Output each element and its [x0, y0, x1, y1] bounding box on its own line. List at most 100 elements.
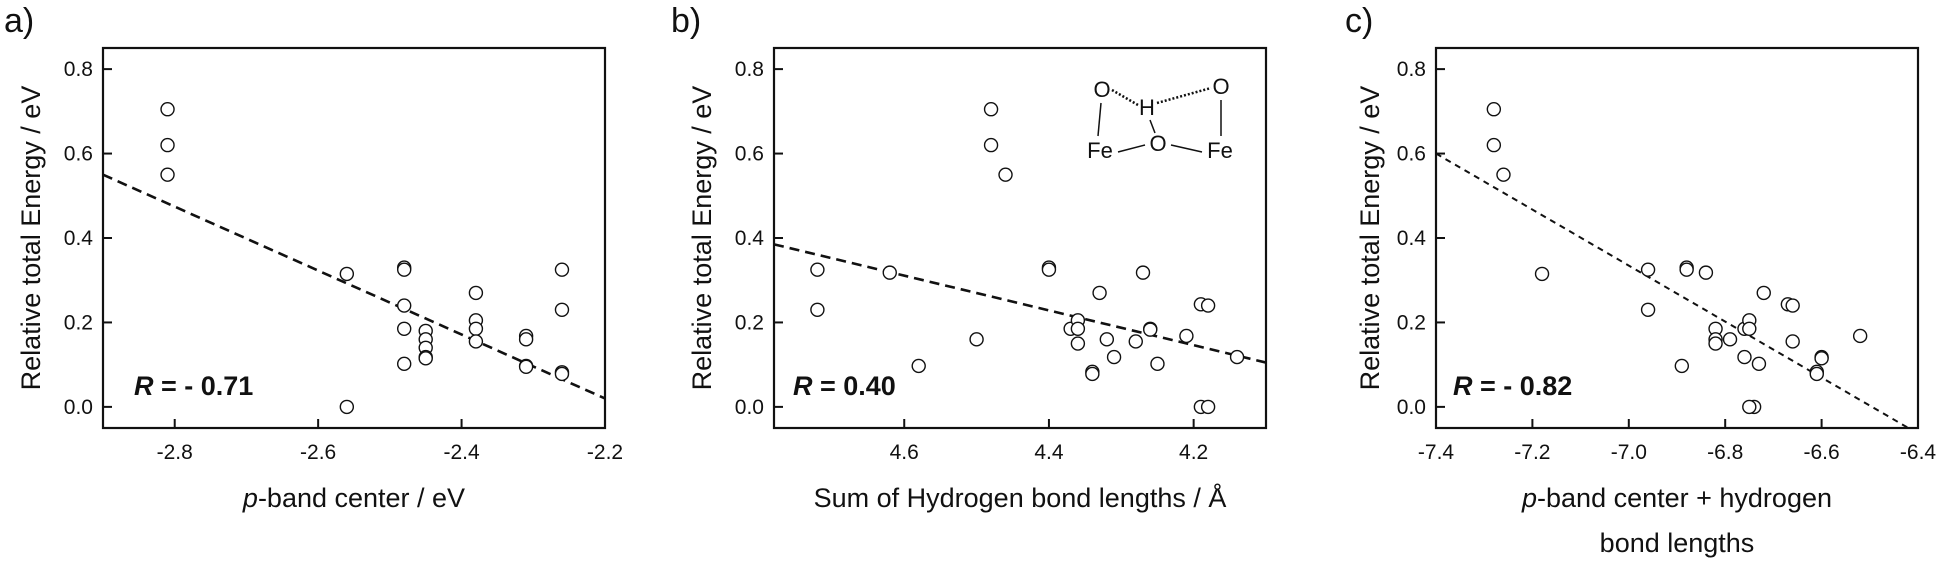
data-point [160, 167, 175, 182]
x-axis-title: p-band center + hydrogen [1521, 483, 1832, 513]
data-point [1099, 332, 1115, 347]
y-tick-label: 0.0 [1397, 396, 1426, 419]
data-point [1200, 298, 1216, 313]
data-point [1785, 334, 1800, 349]
data-point [998, 167, 1013, 182]
y-tick-label: 0.6 [1397, 143, 1426, 166]
y-axis-title: Relative total Energy / eV [687, 86, 717, 391]
data-point [1092, 285, 1107, 301]
x-tick-label: 4.2 [1179, 441, 1208, 464]
y-tick-label: 0.8 [735, 58, 764, 81]
inset-fe-right: Fe [1207, 138, 1233, 163]
data-point [1070, 336, 1086, 351]
data-point [1486, 137, 1502, 153]
data-point [1070, 321, 1086, 336]
data-point [160, 102, 175, 117]
x-tick-label: -7.2 [1514, 441, 1550, 464]
bond-h-o [1149, 119, 1156, 134]
x-tick-label: 4.6 [890, 441, 919, 464]
data-point [1143, 322, 1158, 337]
data-point [1742, 399, 1757, 415]
data-point [1708, 336, 1723, 351]
y-tick-label: 0.0 [735, 396, 764, 419]
data-point [397, 321, 412, 336]
data-point [1640, 262, 1656, 277]
fit-line [773, 243, 1267, 364]
inset-fe-left: Fe [1087, 138, 1113, 163]
hbond-left [1111, 88, 1139, 107]
data-point [1674, 358, 1690, 374]
data-point [1756, 285, 1771, 301]
x-tick-label: -6.8 [1707, 441, 1743, 464]
data-point [810, 262, 825, 277]
x-tick-label: -2.2 [587, 441, 623, 464]
data-point [554, 302, 570, 317]
data-point [1698, 265, 1714, 280]
panel-label: a) [4, 2, 34, 40]
data-point [339, 266, 355, 282]
panel-label: c) [1345, 2, 1373, 40]
data-point [1106, 349, 1122, 365]
y-tick-label: 0.2 [64, 311, 93, 334]
data-point [1496, 167, 1511, 182]
data-point [554, 366, 570, 382]
x-tick-label: -7.0 [1611, 441, 1647, 464]
panel-2: b) 0.0 0.2 0.4 0.6 0.8 4.6 4.4 4.2 Relative total… [671, 2, 1268, 513]
correlation-label: R = - 0.71 [134, 371, 253, 401]
data-point [468, 285, 484, 301]
panel-label: b) [671, 2, 701, 40]
panel-1: a) 0.0 0.2 0.4 0.6 0.8 -2.8 -2.6 -2.4 -2.2 Relativ… [4, 2, 623, 513]
data-point [1085, 366, 1100, 382]
data-point [1679, 262, 1694, 277]
data-point [397, 356, 412, 372]
data-point [1179, 328, 1194, 344]
data-point [1814, 351, 1829, 366]
x-axis-title: Sum of Hydrogen bond lengths / Å [814, 482, 1227, 513]
data-point [1751, 356, 1767, 372]
inset-o-bridge: O [1149, 131, 1166, 156]
fit-line [1435, 152, 1909, 429]
y-tick-label: 0.4 [64, 227, 94, 250]
data-point [1737, 349, 1752, 365]
data-point [810, 302, 825, 317]
y-tick-label: 0.2 [1397, 311, 1426, 334]
data-point [983, 102, 999, 117]
data-point [969, 332, 984, 347]
data-point [1041, 262, 1057, 277]
x-axis-title-line2: bond lengths [1600, 528, 1755, 558]
inset-h: H [1139, 95, 1155, 120]
data-point [468, 321, 484, 336]
data-point [518, 332, 534, 347]
x-tick-label: -7.4 [1418, 441, 1455, 464]
data-point [882, 265, 897, 280]
data-point [983, 137, 999, 153]
data-point [1200, 399, 1216, 415]
y-tick-label: 0.6 [64, 143, 93, 166]
y-axis-title: Relative total Energy / eV [1355, 86, 1385, 391]
y-tick-label: 0.4 [1397, 227, 1427, 250]
x-axis-title: p-band center / eV [242, 483, 465, 513]
data-point [554, 262, 570, 277]
data-point [339, 399, 355, 415]
data-point [468, 334, 484, 349]
x-tick-label: 4.4 [1034, 441, 1064, 464]
x-tick-label: -6.4 [1900, 441, 1937, 464]
y-tick-label: 0.0 [64, 396, 93, 419]
y-tick-label: 0.2 [735, 311, 764, 334]
data-point [1135, 265, 1151, 280]
correlation-label: R = 0.40 [793, 371, 896, 401]
bond-o-fe-left [1097, 102, 1102, 137]
inset-o-left: O [1093, 77, 1110, 102]
y-tick-label: 0.6 [735, 143, 764, 166]
x-tick-label: -2.8 [157, 441, 193, 464]
data-point [1785, 298, 1800, 313]
data-point [1809, 366, 1824, 382]
bond-o-fe-bridge [1170, 144, 1203, 153]
data-point [160, 137, 175, 153]
correlation-label: R = - 0.82 [1453, 371, 1572, 401]
data-point [911, 358, 926, 374]
data-point [1150, 356, 1165, 372]
